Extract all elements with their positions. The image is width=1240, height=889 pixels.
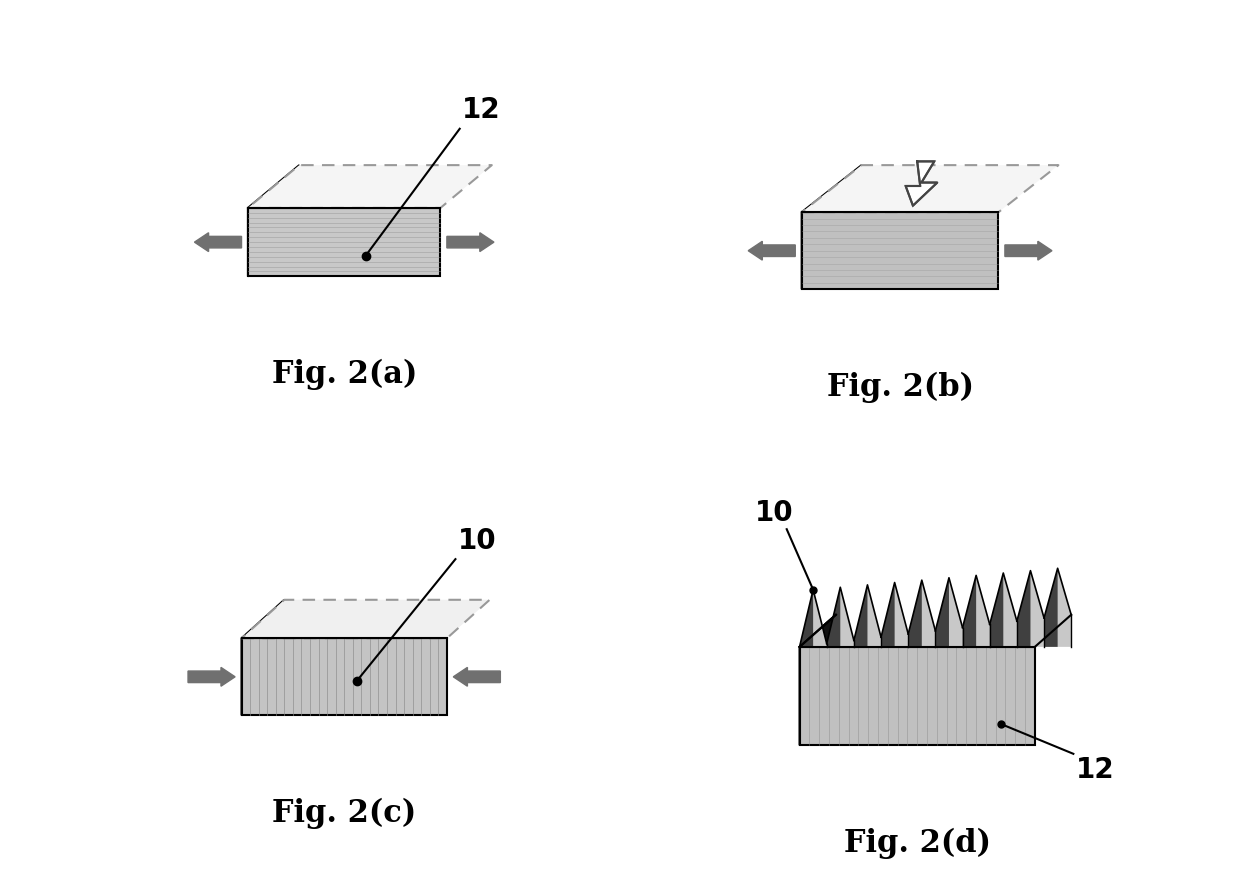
Polygon shape [827,588,854,647]
FancyArrow shape [748,241,795,260]
Polygon shape [802,165,1059,212]
Polygon shape [248,208,440,276]
Polygon shape [908,581,935,647]
FancyArrow shape [188,668,236,686]
Polygon shape [242,638,446,716]
Polygon shape [990,573,1017,647]
Polygon shape [908,581,921,647]
Polygon shape [1044,568,1058,647]
Polygon shape [802,212,998,289]
Polygon shape [935,578,949,647]
Polygon shape [854,585,868,647]
Polygon shape [882,582,894,647]
Polygon shape [962,575,976,647]
Polygon shape [1044,568,1071,647]
Text: 12: 12 [1075,756,1114,784]
Text: Fig. 2(c): Fig. 2(c) [272,798,417,829]
Text: Fig. 2(a): Fig. 2(a) [272,359,417,390]
Polygon shape [854,585,882,647]
Text: Fig. 2(d): Fig. 2(d) [843,828,991,860]
FancyArrow shape [195,233,242,252]
Polygon shape [248,165,492,208]
Polygon shape [800,647,1035,745]
Polygon shape [827,588,841,647]
FancyArrow shape [1004,241,1052,260]
Text: 10: 10 [458,527,496,555]
Polygon shape [1017,571,1030,647]
Polygon shape [1017,571,1044,647]
Text: 10: 10 [755,499,794,527]
Polygon shape [800,615,836,745]
FancyArrow shape [446,233,494,252]
Polygon shape [800,589,813,647]
FancyArrow shape [454,668,501,686]
Text: 12: 12 [461,97,501,124]
Polygon shape [962,575,990,647]
Polygon shape [242,600,490,638]
Polygon shape [802,165,862,289]
Polygon shape [1035,615,1071,647]
Polygon shape [935,578,962,647]
Polygon shape [882,582,908,647]
Text: Fig. 2(b): Fig. 2(b) [827,372,973,404]
Polygon shape [242,600,284,716]
Polygon shape [905,162,937,205]
Polygon shape [800,589,827,647]
Polygon shape [990,573,1003,647]
Polygon shape [248,165,299,276]
